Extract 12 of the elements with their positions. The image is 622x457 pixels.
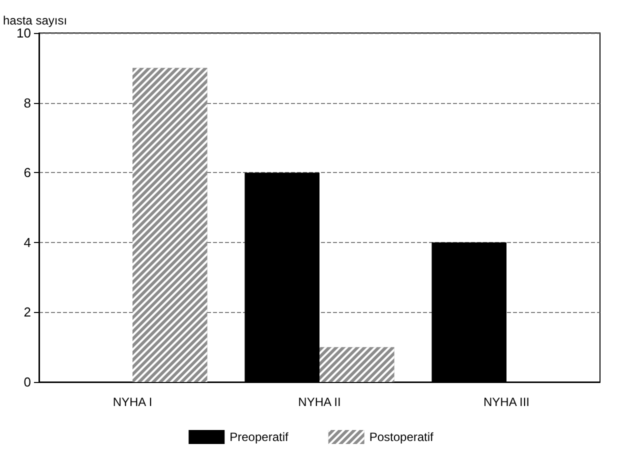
x-tick-label: NYHA II [298,395,341,409]
x-tick-label: NYHA III [483,395,530,409]
y-tick-label: 4 [24,234,31,250]
y-tick-label: 0 [24,374,31,390]
y-axis-title: hasta sayısı [3,14,68,28]
y-tick-label: 2 [24,304,31,320]
legend-label: Postoperatif [369,430,434,444]
x-tick-label: NYHA I [112,395,152,409]
legend-label: Preoperatif [230,430,289,444]
y-tick-label: 6 [24,165,31,180]
y-tick-label: 8 [24,95,31,110]
y-tick-label: 10 [16,26,31,40]
